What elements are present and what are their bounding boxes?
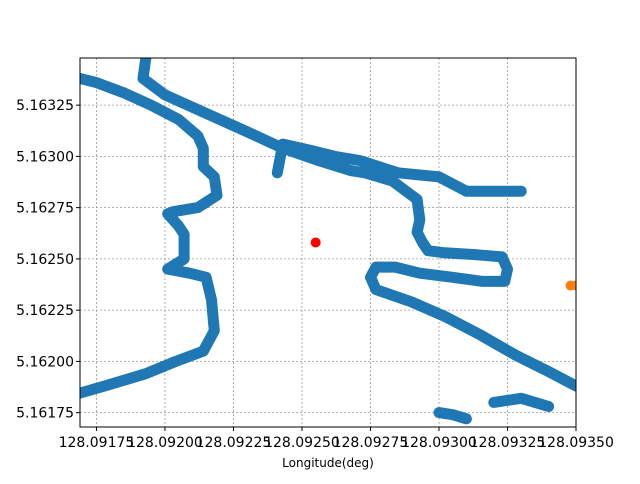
- boundary-path: [433, 407, 472, 425]
- axis-ticks: 128.09175128.09200128.09225128.09250128.…: [16, 98, 614, 451]
- boundary-path: [80, 73, 223, 399]
- y-tick-label: 5.16225: [16, 303, 74, 319]
- boundary-path: [488, 392, 555, 412]
- y-tick-label: 5.16325: [16, 98, 74, 114]
- x-tick-label: 128.09350: [538, 435, 614, 451]
- x-tick-label: 128.09300: [401, 435, 477, 451]
- y-tick-label: 5.16275: [16, 201, 74, 217]
- y-tick-label: 5.16300: [16, 149, 74, 165]
- x-tick-label: 128.09250: [264, 435, 340, 451]
- x-tick-label: 128.09275: [333, 435, 409, 451]
- x-tick-label: 128.09175: [59, 435, 135, 451]
- y-tick-label: 5.16200: [16, 354, 74, 370]
- y-tick-label: 5.16175: [16, 406, 74, 422]
- x-tick-label: 128.09325: [470, 435, 546, 451]
- y-tick-label: 5.16250: [16, 252, 74, 268]
- other-point: [571, 280, 576, 291]
- x-tick-label: 128.09200: [127, 435, 203, 451]
- clipped-data: [80, 58, 576, 425]
- boundary-path: [271, 138, 527, 197]
- x-axis-label: Longitude(deg): [282, 456, 374, 470]
- plot-frame: [79, 57, 577, 428]
- x-tick-label: 128.09225: [196, 435, 272, 451]
- data-marks: [80, 58, 576, 425]
- target-point: [310, 237, 321, 248]
